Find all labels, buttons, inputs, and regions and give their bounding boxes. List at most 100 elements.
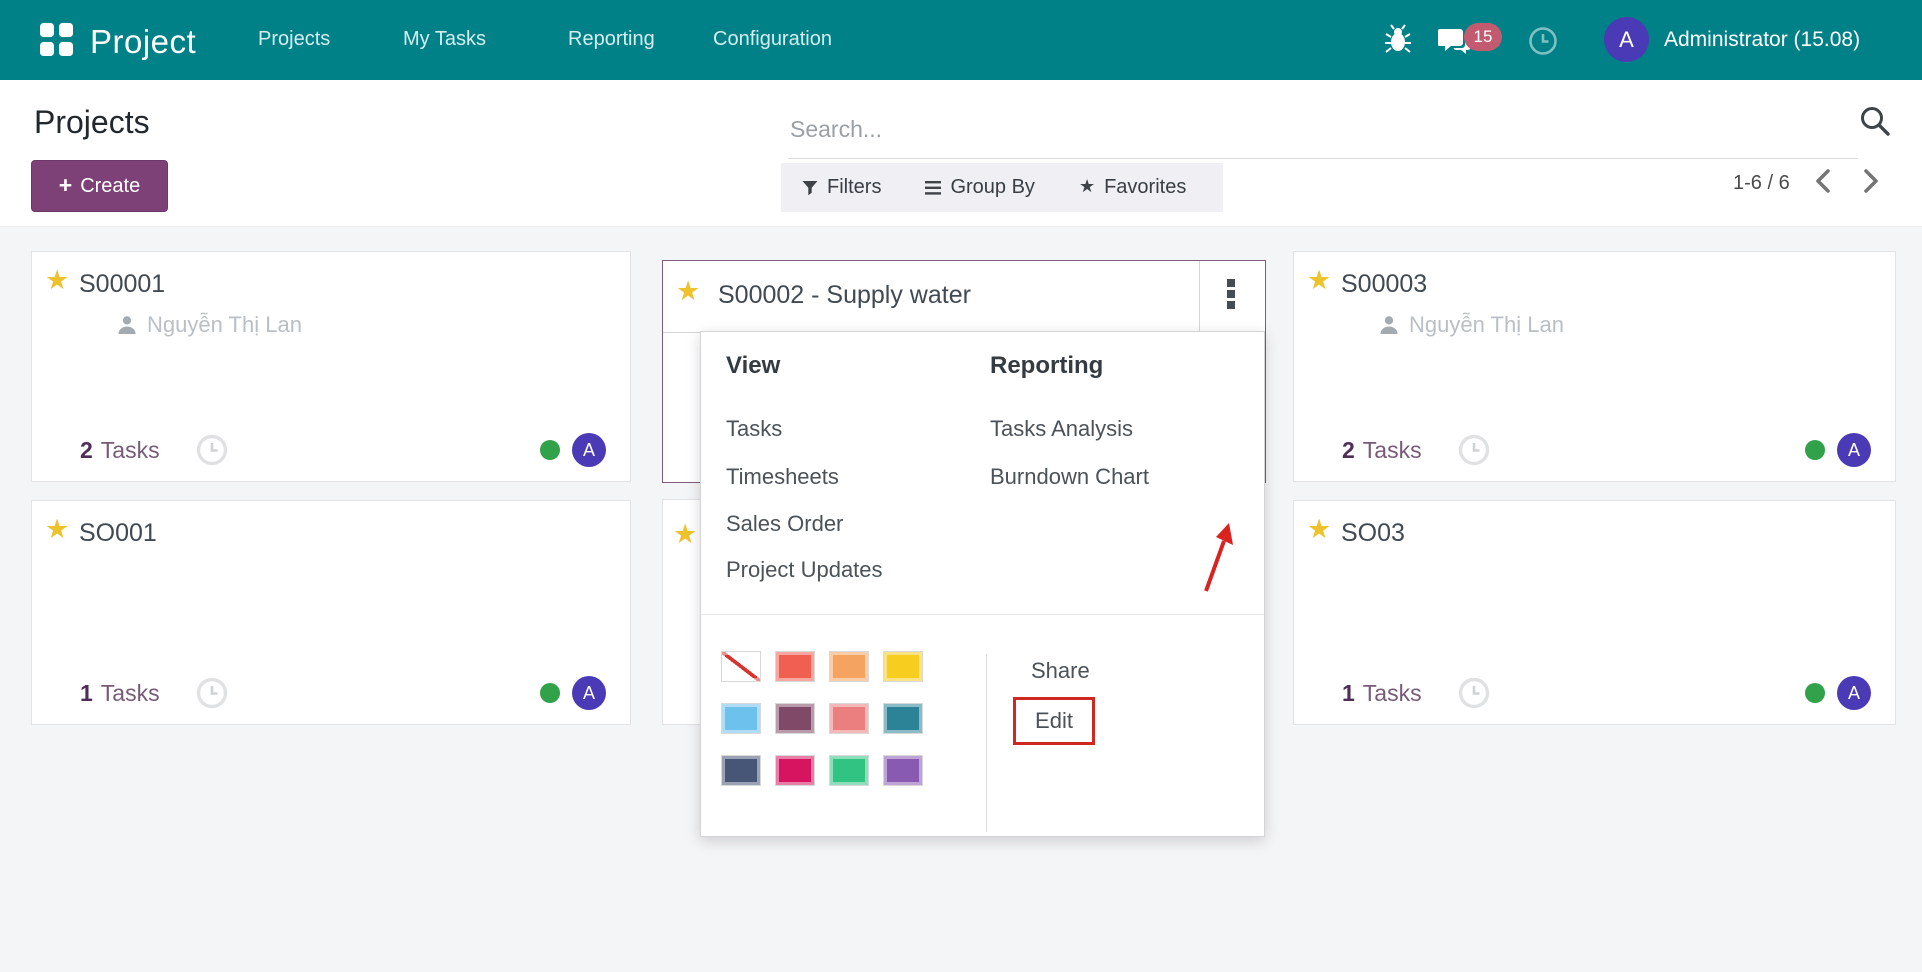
control-panel: Projects + Create Filters Group By ★ Fav… bbox=[0, 80, 1922, 226]
group-by-button[interactable]: Group By bbox=[925, 176, 1035, 199]
kebab-menu-icon[interactable] bbox=[1225, 277, 1237, 311]
color-swatch[interactable] bbox=[829, 703, 869, 734]
project-card-title: S00001 bbox=[79, 270, 166, 298]
nav-configuration[interactable]: Configuration bbox=[713, 28, 832, 50]
create-button[interactable]: + Create bbox=[31, 160, 168, 212]
task-count[interactable]: 2 bbox=[1342, 436, 1355, 463]
edit-highlight-box: Edit bbox=[1013, 697, 1095, 745]
group-by-icon bbox=[925, 180, 942, 195]
color-swatch[interactable] bbox=[883, 651, 923, 682]
filters-label: Filters bbox=[827, 176, 882, 198]
search-icon[interactable] bbox=[1858, 104, 1892, 143]
activity-state-icon[interactable] bbox=[196, 677, 228, 709]
assignee-avatar[interactable]: A bbox=[572, 676, 606, 710]
menu-item-tasks-analysis[interactable]: Tasks Analysis bbox=[990, 416, 1134, 441]
menu-item-burndown-chart[interactable]: Burndown Chart bbox=[990, 464, 1149, 489]
favorites-label: Favorites bbox=[1104, 176, 1187, 198]
pager-range: 1-6 / 6 bbox=[1733, 172, 1790, 194]
apps-grid-icon[interactable] bbox=[40, 23, 73, 56]
member-name: Nguyễn Thị Lan bbox=[1409, 312, 1564, 337]
card-footer: 1 Tasks A bbox=[80, 675, 606, 711]
project-card-title: SO03 bbox=[1341, 519, 1405, 547]
project-card-title: S00002 - Supply water bbox=[718, 281, 971, 309]
task-count[interactable]: 1 bbox=[80, 679, 93, 706]
member-name: Nguyễn Thị Lan bbox=[147, 312, 302, 337]
menu-item-tasks[interactable]: Tasks bbox=[726, 416, 783, 441]
breadcrumb-title: Projects bbox=[34, 104, 150, 140]
activity-state-icon[interactable] bbox=[1458, 434, 1490, 466]
menu-item-edit[interactable]: Edit bbox=[1035, 708, 1073, 733]
pager-previous-button[interactable] bbox=[1814, 168, 1832, 199]
project-card-s00003[interactable]: ★ S00003 Nguyễn Thị Lan 2 Tasks A bbox=[1293, 251, 1896, 482]
kanban-board: ★ S00001 Nguyễn Thị Lan 2 Tasks A ★ S000… bbox=[0, 226, 1922, 972]
project-card-so001[interactable]: ★ SO001 1 Tasks A bbox=[31, 500, 631, 725]
filters-button[interactable]: Filters bbox=[802, 176, 881, 199]
favorite-star-icon[interactable]: ★ bbox=[676, 276, 701, 306]
card-footer: 1 Tasks A bbox=[1342, 675, 1871, 711]
activity-state-icon[interactable] bbox=[196, 434, 228, 466]
nav-my-tasks[interactable]: My Tasks bbox=[403, 28, 486, 50]
status-dot-green[interactable] bbox=[1805, 683, 1825, 703]
color-swatch[interactable] bbox=[775, 755, 815, 786]
color-swatch[interactable] bbox=[721, 703, 761, 734]
task-count-label[interactable]: Tasks bbox=[1362, 436, 1422, 463]
project-card-so03[interactable]: ★ SO03 1 Tasks A bbox=[1293, 500, 1896, 725]
top-navbar: Project Projects My Tasks Reporting Conf… bbox=[0, 0, 1922, 80]
user-menu[interactable]: Administrator (15.08) bbox=[1664, 28, 1861, 51]
favorite-star-icon[interactable]: ★ bbox=[45, 514, 70, 544]
project-card-s00001[interactable]: ★ S00001 Nguyễn Thị Lan 2 Tasks A bbox=[31, 251, 631, 482]
nav-projects[interactable]: Projects bbox=[258, 28, 331, 50]
user-avatar[interactable]: A bbox=[1604, 17, 1649, 62]
menu-item-timesheets[interactable]: Timesheets bbox=[726, 464, 839, 489]
project-card-title: SO001 bbox=[79, 519, 157, 547]
task-count-label[interactable]: Tasks bbox=[100, 436, 160, 463]
favorites-star-icon: ★ bbox=[1078, 176, 1096, 196]
search-input[interactable] bbox=[788, 100, 1858, 159]
dropdown-divider bbox=[701, 614, 1264, 615]
menu-item-sales-order[interactable]: Sales Order bbox=[726, 511, 844, 536]
color-swatch[interactable] bbox=[883, 755, 923, 786]
task-count[interactable]: 1 bbox=[1342, 679, 1355, 706]
create-button-label: Create bbox=[80, 174, 141, 197]
status-dot-green[interactable] bbox=[1805, 440, 1825, 460]
color-swatch[interactable] bbox=[721, 755, 761, 786]
favorite-star-icon[interactable]: ★ bbox=[1307, 265, 1332, 295]
message-count-badge: 15 bbox=[1464, 23, 1502, 51]
activity-clock-icon[interactable] bbox=[1528, 26, 1558, 61]
activity-state-icon[interactable] bbox=[1458, 677, 1490, 709]
dropdown-view-header: View bbox=[726, 352, 781, 379]
card-footer: 2 Tasks A bbox=[80, 432, 606, 468]
pager-next-button[interactable] bbox=[1862, 168, 1880, 199]
favorite-star-icon[interactable]: ★ bbox=[1307, 514, 1332, 544]
color-swatch-none[interactable] bbox=[721, 651, 761, 682]
favorites-button[interactable]: ★ Favorites bbox=[1079, 176, 1186, 199]
color-swatch[interactable] bbox=[883, 703, 923, 734]
color-swatch[interactable] bbox=[775, 651, 815, 682]
app-title: Project bbox=[90, 23, 197, 60]
status-dot-green[interactable] bbox=[540, 440, 560, 460]
funnel-icon bbox=[802, 180, 818, 195]
color-swatch[interactable] bbox=[829, 755, 869, 786]
bug-icon[interactable] bbox=[1384, 24, 1412, 59]
task-count-label[interactable]: Tasks bbox=[100, 679, 160, 706]
color-palette bbox=[721, 651, 923, 786]
nav-reporting[interactable]: Reporting bbox=[568, 28, 655, 50]
project-card-title: S00003 bbox=[1341, 270, 1428, 298]
assignee-avatar[interactable]: A bbox=[1837, 433, 1871, 467]
status-dot-green[interactable] bbox=[540, 683, 560, 703]
task-count[interactable]: 2 bbox=[80, 436, 93, 463]
color-swatch[interactable] bbox=[775, 703, 815, 734]
dropdown-reporting-header: Reporting bbox=[990, 352, 1104, 379]
menu-item-project-updates[interactable]: Project Updates bbox=[726, 557, 883, 582]
task-count-label[interactable]: Tasks bbox=[1362, 679, 1422, 706]
color-swatch[interactable] bbox=[829, 651, 869, 682]
assignee-avatar[interactable]: A bbox=[1837, 676, 1871, 710]
plus-icon: + bbox=[58, 171, 73, 198]
group-by-label: Group By bbox=[950, 176, 1035, 198]
assignee-avatar[interactable]: A bbox=[572, 433, 606, 467]
favorite-star-icon[interactable]: ★ bbox=[673, 519, 698, 549]
favorite-star-icon[interactable]: ★ bbox=[45, 265, 70, 295]
menu-item-share[interactable]: Share bbox=[1031, 658, 1090, 683]
person-icon bbox=[118, 316, 136, 334]
project-member: Nguyễn Thị Lan bbox=[116, 312, 302, 338]
